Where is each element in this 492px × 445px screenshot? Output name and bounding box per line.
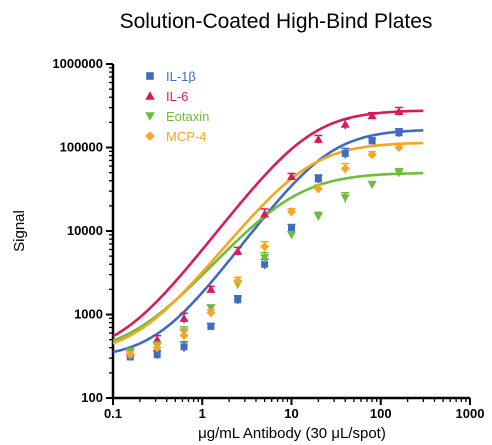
chart-title: Solution-Coated High-Bind Plates: [120, 10, 433, 33]
data-point: [260, 209, 270, 218]
data-point: [367, 150, 377, 160]
data-point: [180, 343, 188, 351]
data-point: [287, 231, 296, 240]
legend-marker: [145, 91, 155, 100]
x-tick-label: 1000: [456, 406, 485, 421]
y-tick-label: 100: [81, 390, 103, 405]
x-tick-label: 100: [370, 406, 392, 421]
data-point: [288, 224, 295, 232]
data-point: [152, 335, 162, 344]
data-point: [367, 181, 377, 190]
data-point: [287, 171, 296, 180]
data-point: [367, 111, 377, 120]
x-tick-label: 1: [199, 406, 206, 421]
legend: IL-1β IL-6 Eotaxin MCP-4: [145, 69, 209, 144]
data-point: [340, 194, 350, 203]
legend-marker: [145, 131, 155, 141]
data-point: [234, 296, 242, 304]
data-point: [314, 175, 322, 183]
data-point: [313, 212, 323, 221]
x-axis-label: μg/mL Antibody (30 μL/spot): [198, 425, 386, 442]
data-point: [340, 119, 350, 128]
legend-label: Eotaxin: [166, 109, 209, 124]
data-point: [340, 164, 350, 174]
data-point: [206, 308, 216, 318]
x-ticks: 0.1 1 10 100 1000: [104, 398, 485, 421]
data-point: [233, 246, 243, 255]
y-ticks: 100 1000 10000 100000 1000000: [52, 56, 113, 405]
data-point: [394, 143, 404, 152]
legend-label: IL-1β: [166, 69, 196, 84]
y-axis-label: Signal: [11, 210, 28, 252]
data-point: [395, 129, 403, 137]
fit-curves: [112, 109, 424, 354]
y-tick-label: 100000: [60, 140, 103, 155]
data-point: [287, 207, 296, 217]
data-point: [394, 106, 404, 115]
legend-label: MCP-4: [166, 129, 206, 144]
fit-curve: [112, 141, 424, 345]
y-tick-label: 1000: [74, 307, 103, 322]
data-point: [207, 322, 215, 330]
y-tick-label: 10000: [67, 223, 103, 238]
legend-label: IL-6: [166, 89, 188, 104]
data-point: [313, 134, 323, 143]
data-point: [341, 149, 349, 157]
data-point: [260, 242, 270, 252]
data-point: [394, 169, 404, 178]
x-tick-label: 0.1: [104, 406, 122, 421]
y-tick-label: 1000000: [52, 56, 103, 71]
data-point: [153, 351, 161, 359]
data-point: [261, 260, 269, 268]
data-points: [125, 106, 404, 361]
data-point: [125, 350, 135, 360]
data-point: [152, 343, 162, 353]
data-point: [313, 184, 323, 194]
legend-marker: [146, 72, 154, 80]
legend-marker: [145, 112, 155, 121]
data-point: [179, 313, 189, 322]
data-point: [233, 276, 243, 286]
data-point: [260, 254, 270, 263]
data-point: [206, 284, 216, 293]
data-point: [179, 331, 189, 341]
x-tick-label: 10: [284, 406, 298, 421]
data-point: [368, 137, 376, 145]
